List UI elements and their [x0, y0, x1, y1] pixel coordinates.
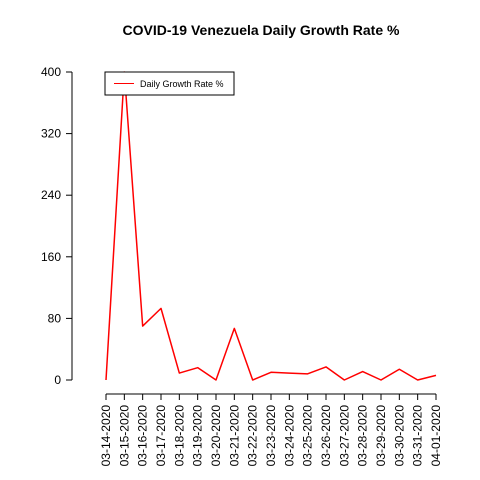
x-tick-label: 03-15-2020 [117, 405, 131, 467]
y-tick-label: 400 [41, 65, 61, 79]
legend: Daily Growth Rate % [104, 71, 235, 96]
x-tick-label: 03-20-2020 [209, 405, 223, 467]
x-tick-label: 03-26-2020 [319, 405, 333, 467]
x-tick-label: 03-14-2020 [99, 405, 113, 467]
legend-box [104, 71, 235, 96]
x-axis: 03-14-2020 03-15-2020 03-16-2020 03-17-2020… [99, 393, 443, 467]
y-tick-label: 240 [41, 188, 61, 202]
x-tick-label: 03-16-2020 [136, 405, 150, 467]
y-tick-label: 160 [41, 250, 61, 264]
x-tick-label: 03-22-2020 [246, 405, 260, 467]
x-tick-label: 03-21-2020 [227, 405, 241, 467]
x-tick-label: 03-17-2020 [154, 405, 168, 467]
x-tick-label: 03-18-2020 [172, 405, 186, 467]
x-tick-label: 03-23-2020 [264, 405, 278, 467]
x-tick-label: 04-01-2020 [429, 405, 443, 467]
x-tick-label: 03-27-2020 [337, 405, 351, 467]
y-axis: 0 80 160 240 320 400 [41, 65, 73, 387]
x-tick-label: 03-30-2020 [392, 405, 406, 467]
legend-label: Daily Growth Rate % [140, 79, 224, 89]
chart-title: COVID-19 Venezuela Daily Growth Rate % [123, 22, 401, 38]
x-tick-label: 03-31-2020 [411, 405, 425, 467]
x-tick-label: 03-25-2020 [301, 405, 315, 467]
x-tick-label: 03-29-2020 [374, 405, 388, 467]
y-tick-label: 80 [48, 311, 62, 325]
y-tick-label: 0 [54, 373, 61, 387]
plot-area [105, 71, 437, 381]
y-tick-label: 320 [41, 127, 61, 141]
series-line-0 [105, 71, 437, 381]
x-tick-label: 03-28-2020 [356, 405, 370, 467]
x-tick-label: 03-19-2020 [191, 405, 205, 467]
x-tick-label: 03-24-2020 [282, 405, 296, 467]
